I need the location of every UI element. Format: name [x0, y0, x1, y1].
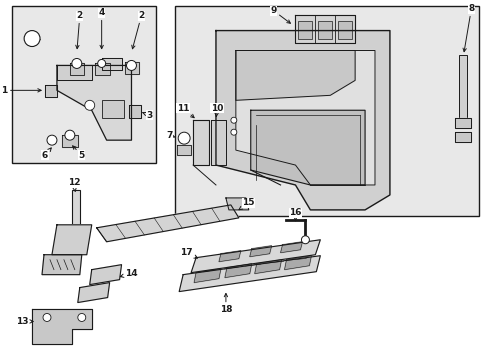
Bar: [338, 21, 351, 39]
Polygon shape: [90, 265, 122, 285]
Text: 3: 3: [142, 111, 152, 120]
Text: 16: 16: [288, 208, 301, 221]
Polygon shape: [70, 63, 83, 75]
Text: 12: 12: [67, 179, 80, 191]
Polygon shape: [129, 105, 141, 118]
Bar: [72, 190, 80, 225]
Polygon shape: [216, 31, 389, 210]
Text: 7: 7: [166, 131, 175, 140]
Text: 2: 2: [131, 11, 144, 49]
Polygon shape: [235, 50, 354, 100]
Text: 17: 17: [180, 248, 197, 258]
Circle shape: [98, 59, 105, 67]
Polygon shape: [235, 50, 374, 185]
Circle shape: [301, 236, 309, 244]
Polygon shape: [32, 310, 92, 345]
Polygon shape: [249, 246, 271, 257]
Polygon shape: [62, 135, 78, 147]
Text: 4: 4: [98, 8, 104, 49]
Circle shape: [78, 314, 85, 321]
Polygon shape: [254, 260, 281, 274]
Circle shape: [43, 314, 51, 321]
Circle shape: [230, 117, 236, 123]
Polygon shape: [95, 63, 109, 75]
Polygon shape: [42, 255, 81, 275]
Polygon shape: [45, 85, 57, 97]
Polygon shape: [179, 256, 320, 292]
Polygon shape: [57, 66, 131, 140]
Polygon shape: [78, 283, 109, 302]
Bar: [102, 100, 123, 118]
Circle shape: [24, 31, 40, 46]
Polygon shape: [250, 110, 365, 185]
Text: 15: 15: [239, 198, 255, 210]
Text: 8: 8: [462, 4, 473, 52]
Polygon shape: [52, 225, 92, 255]
Polygon shape: [177, 145, 191, 155]
Text: 18: 18: [219, 293, 232, 314]
Polygon shape: [210, 120, 225, 165]
Text: 6: 6: [42, 148, 51, 159]
Bar: [459, 55, 467, 120]
Polygon shape: [193, 120, 208, 165]
Polygon shape: [124, 62, 139, 75]
Circle shape: [72, 58, 81, 68]
Polygon shape: [102, 58, 122, 71]
Polygon shape: [224, 264, 251, 278]
Polygon shape: [295, 15, 354, 42]
Bar: [318, 21, 331, 39]
Bar: [175, 6, 478, 216]
Circle shape: [126, 60, 136, 71]
Polygon shape: [219, 251, 240, 262]
Circle shape: [47, 135, 57, 145]
Polygon shape: [453, 118, 470, 128]
Polygon shape: [280, 242, 302, 253]
Circle shape: [84, 100, 95, 110]
Text: 1: 1: [1, 86, 41, 95]
Bar: [298, 21, 312, 39]
Text: 10: 10: [210, 104, 223, 117]
Polygon shape: [191, 240, 320, 273]
Text: 2: 2: [76, 11, 83, 49]
Polygon shape: [225, 198, 248, 210]
Text: 13: 13: [16, 317, 33, 326]
Bar: [12, 6, 156, 163]
Circle shape: [178, 132, 190, 144]
Polygon shape: [453, 132, 470, 142]
Polygon shape: [57, 66, 92, 80]
Text: 11: 11: [177, 104, 194, 118]
Circle shape: [230, 129, 236, 135]
Polygon shape: [194, 269, 221, 283]
Text: 9: 9: [270, 6, 290, 23]
Text: 14: 14: [120, 269, 138, 278]
Text: 5: 5: [72, 146, 85, 159]
Polygon shape: [97, 205, 238, 242]
Polygon shape: [284, 256, 311, 270]
Circle shape: [65, 130, 75, 140]
